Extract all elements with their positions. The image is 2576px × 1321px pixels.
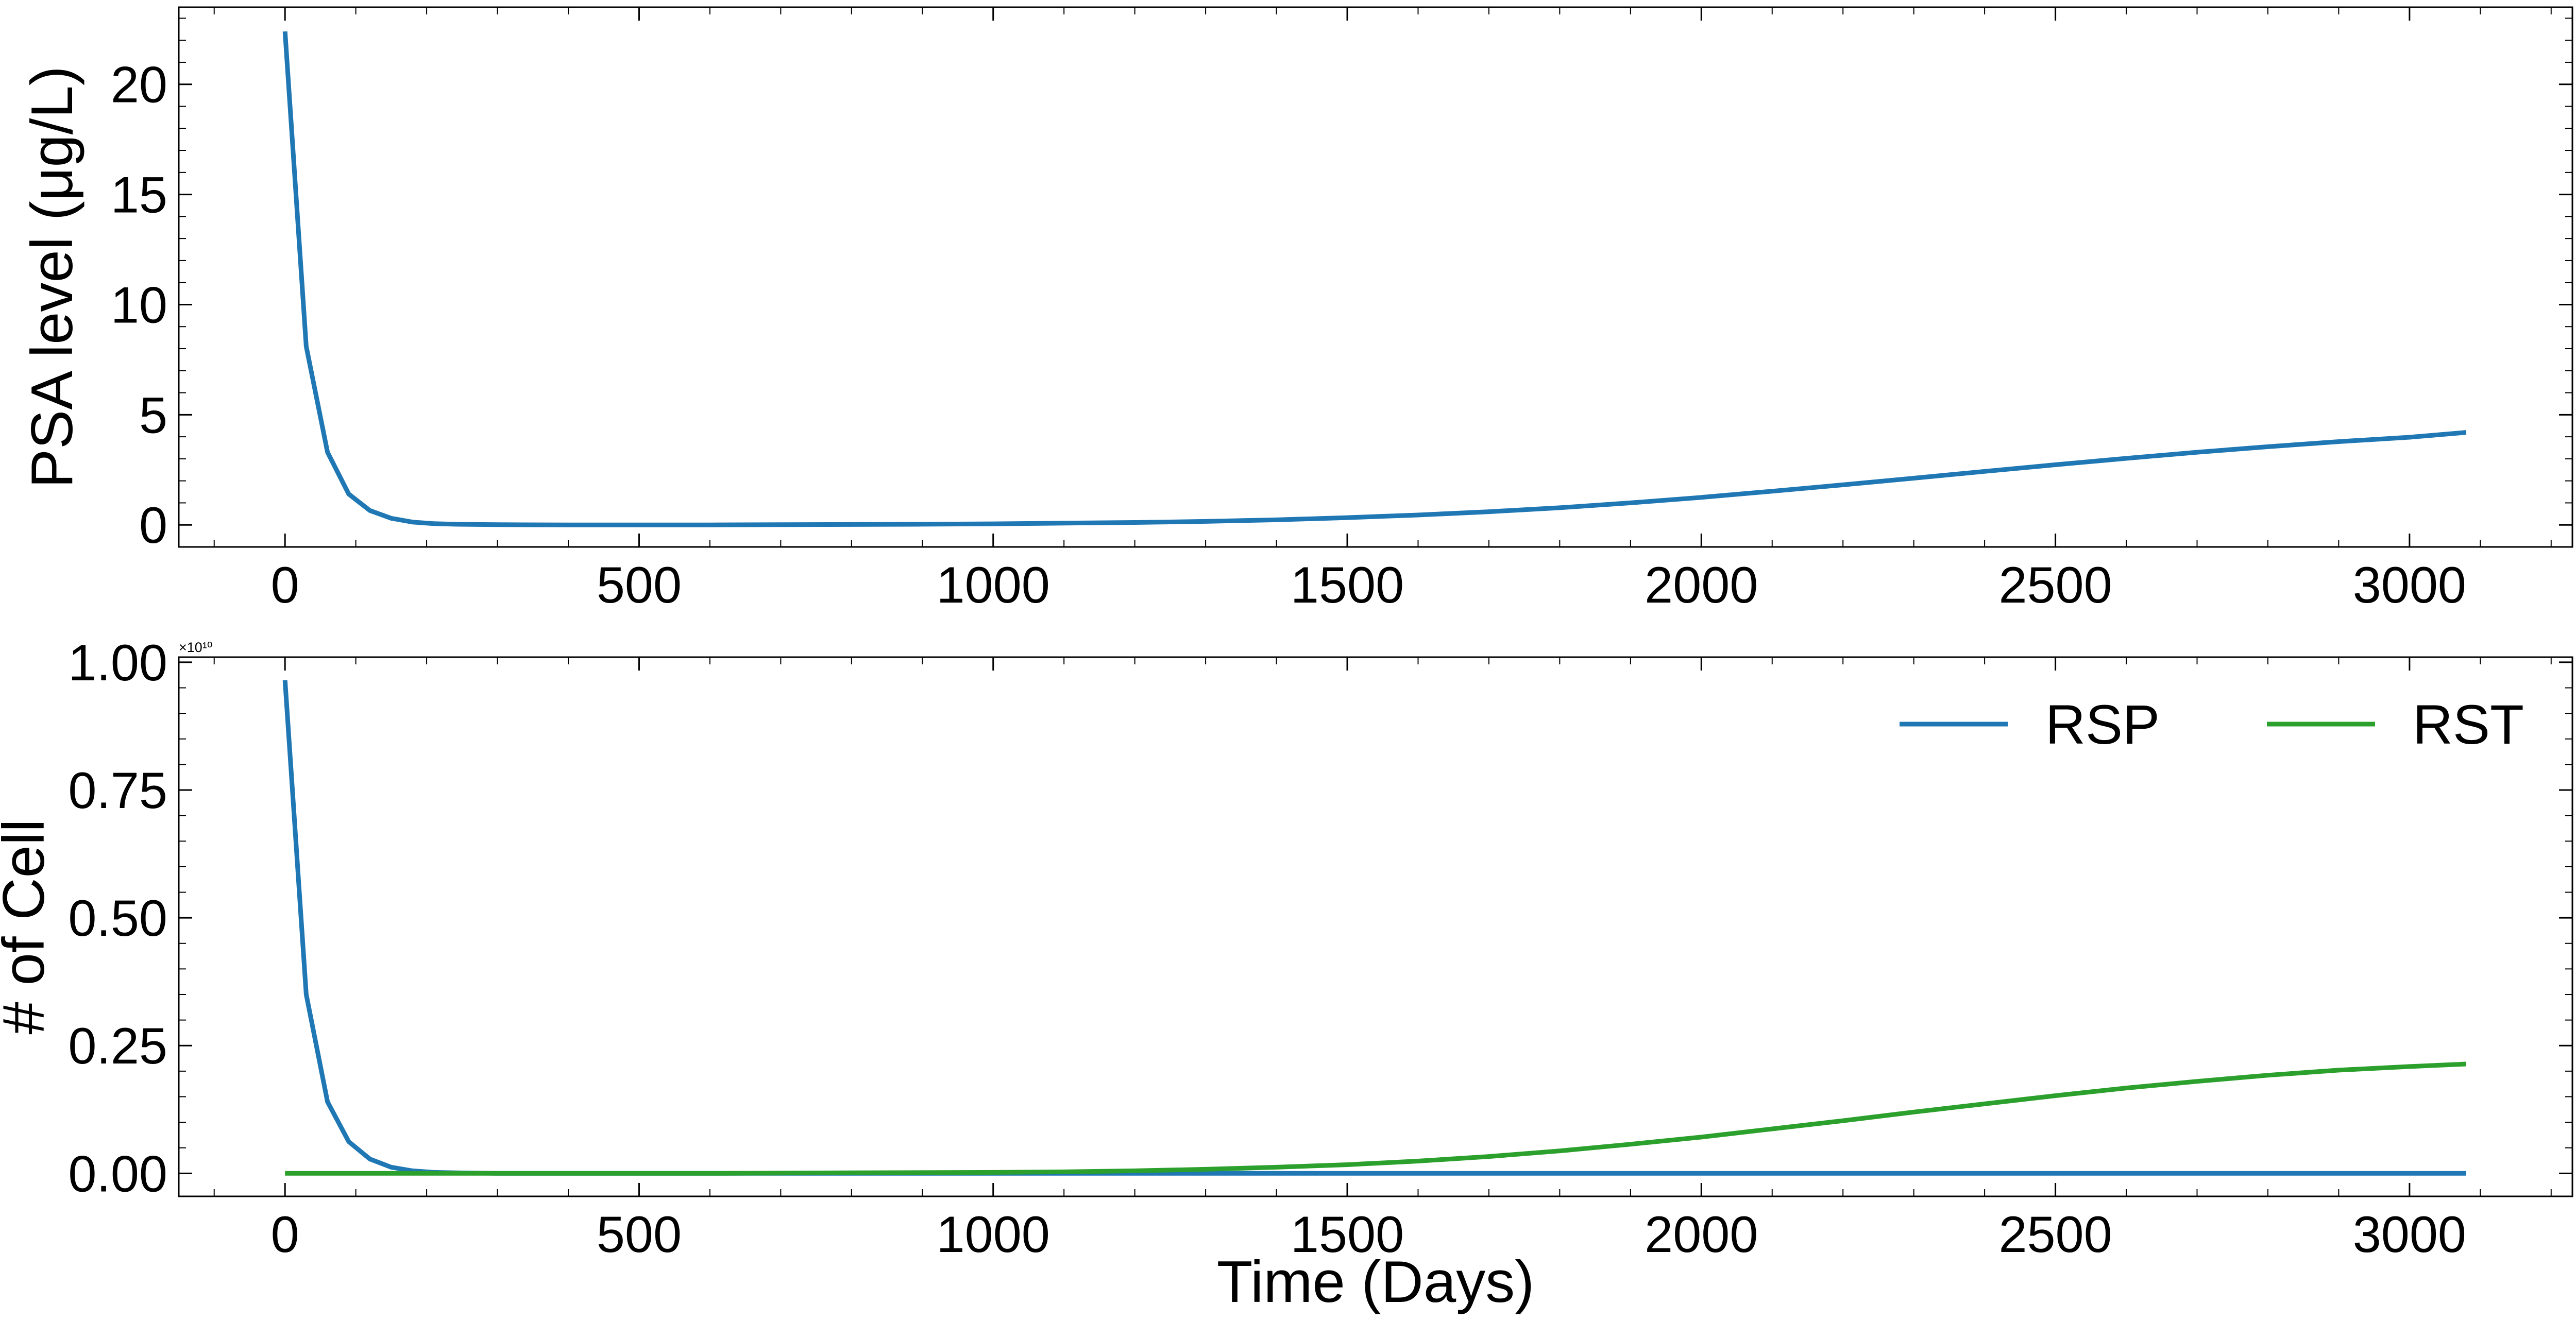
- y-tick-label: 5: [139, 386, 167, 443]
- x-tick-label: 0: [271, 556, 299, 613]
- x-tick-label: 500: [597, 556, 682, 613]
- x-tick-label: 1500: [1291, 1206, 1404, 1263]
- legend-label-rsp: RSP: [2045, 693, 2160, 756]
- x-tick-label: 3000: [2353, 556, 2466, 613]
- series-line-rst: [285, 1061, 2467, 1176]
- x-tick-label: 1000: [937, 556, 1050, 613]
- plot-frame: [178, 656, 2573, 1197]
- x-tick-label: 1500: [1291, 556, 1404, 613]
- y-tick-label: 0.75: [68, 762, 167, 819]
- y-axis-label: PSA level (μg/L): [20, 66, 85, 488]
- x-tick-label: 2500: [1998, 1206, 2112, 1263]
- y-axis-label: # of Cell: [0, 819, 57, 1034]
- y-tick-label: 15: [111, 166, 167, 224]
- y-tick-label: 1.00: [68, 634, 167, 691]
- x-tick-label: 2000: [1645, 556, 1758, 613]
- legend-label-rst: RST: [2413, 693, 2524, 756]
- psa-level-panel: 0 500 1000 1500 2000 2500 3000 0 5 10 15 20 PSA leve…: [20, 6, 2573, 613]
- x-tick-label: 500: [597, 1206, 682, 1263]
- y-tick-label: 10: [111, 276, 167, 333]
- y-offset-label: ×10¹⁰: [179, 640, 213, 655]
- x-tick-label: 1000: [937, 1206, 1050, 1263]
- x-tick-label: 2000: [1645, 1206, 1758, 1263]
- x-tick-label: 3000: [2353, 1206, 2466, 1263]
- y-tick-label: 0: [139, 496, 167, 554]
- cell-count-panel: 0 500 1000 1500 2000 2500 3000 0.00 0.25 0.50 0.75…: [0, 634, 2573, 1315]
- y-tick-label: 0.25: [68, 1017, 167, 1074]
- plot-frame: [178, 6, 2573, 548]
- series-line: [282, 31, 2467, 527]
- y-tick-label: 20: [111, 56, 167, 113]
- y-tick-label: 0.50: [68, 889, 167, 947]
- x-tick-label: 2500: [1998, 556, 2112, 613]
- y-tick-label: 0.00: [68, 1145, 167, 1202]
- x-axis-label: Time (Days): [1217, 1249, 1534, 1315]
- x-tick-label: 0: [271, 1206, 299, 1263]
